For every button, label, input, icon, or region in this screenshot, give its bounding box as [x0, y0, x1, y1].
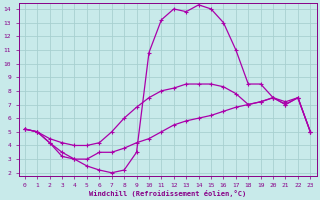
X-axis label: Windchill (Refroidissement éolien,°C): Windchill (Refroidissement éolien,°C) — [89, 190, 246, 197]
